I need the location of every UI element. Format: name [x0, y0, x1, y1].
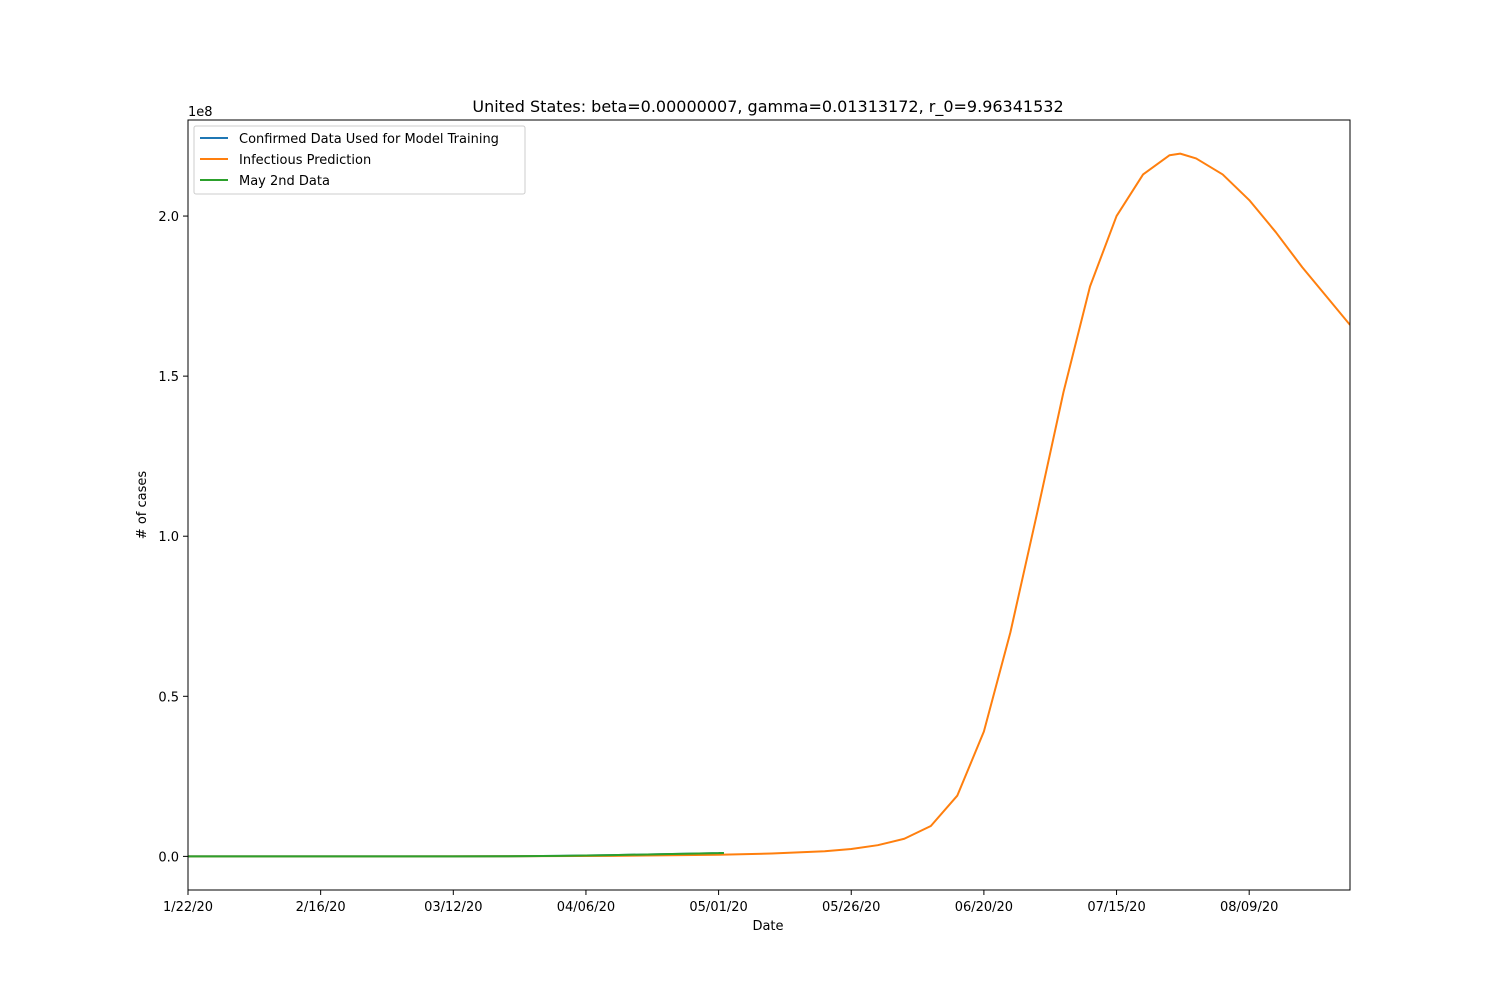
x-axis: 1/22/20 2/16/20 03/12/20 04/06/20 05/01/20 05… [163, 890, 1278, 915]
x-tick-label: 04/06/20 [557, 900, 615, 915]
y-tick-label: 0.0 [158, 850, 179, 865]
plot-area [188, 152, 1350, 858]
chart-title: United States: beta=0.00000007, gamma=0.… [472, 97, 1063, 117]
plot-frame [187, 119, 1351, 891]
x-tick-label: 03/12/20 [424, 900, 482, 915]
y-tick-label: 1.0 [158, 530, 179, 545]
x-tick-label: 05/26/20 [822, 900, 880, 915]
y-axis: 0.0 0.5 1.0 1.5 2.0 [158, 210, 188, 865]
series-line-1 [188, 152, 1350, 858]
legend-label: Confirmed Data Used for Model Training [239, 132, 499, 147]
y-tick-label: 2.0 [158, 210, 179, 225]
x-tick-label: 05/01/20 [689, 900, 747, 915]
x-tick-label: 1/22/20 [163, 900, 213, 915]
legend: Confirmed Data Used for Model Training In… [193, 125, 526, 195]
y-tick-label: 1.5 [158, 370, 179, 385]
series-line-2 [188, 851, 724, 858]
series-layer [188, 152, 1350, 858]
y-axis-label: # of cases [135, 471, 150, 540]
legend-box [193, 125, 526, 195]
x-tick-label: 07/15/20 [1087, 900, 1145, 915]
y-tick-label: 0.5 [158, 690, 179, 705]
x-axis-label: Date [752, 919, 783, 934]
x-tick-label: 08/09/20 [1220, 900, 1278, 915]
x-tick-label: 2/16/20 [296, 900, 346, 915]
y-axis-offset-label: 1e8 [188, 105, 213, 120]
x-tick-label: 06/20/20 [955, 900, 1013, 915]
legend-label: May 2nd Data [239, 174, 330, 189]
legend-label: Infectious Prediction [239, 153, 371, 168]
